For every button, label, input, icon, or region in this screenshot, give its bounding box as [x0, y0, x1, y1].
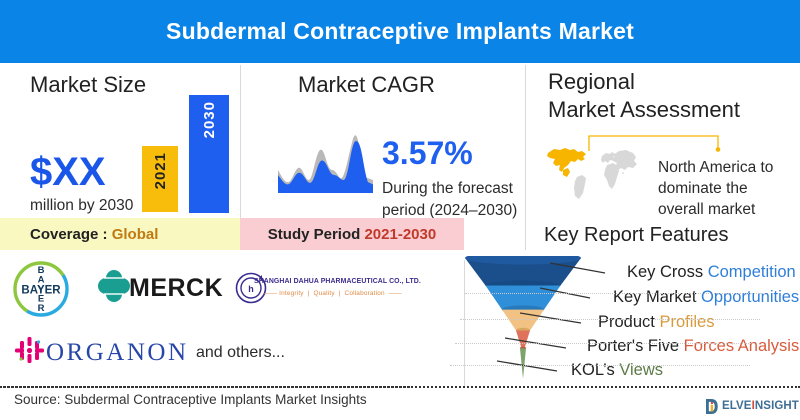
svg-text:h: h	[248, 284, 254, 294]
svg-text:BAYER: BAYER	[21, 285, 61, 297]
svg-text:R: R	[38, 303, 45, 314]
